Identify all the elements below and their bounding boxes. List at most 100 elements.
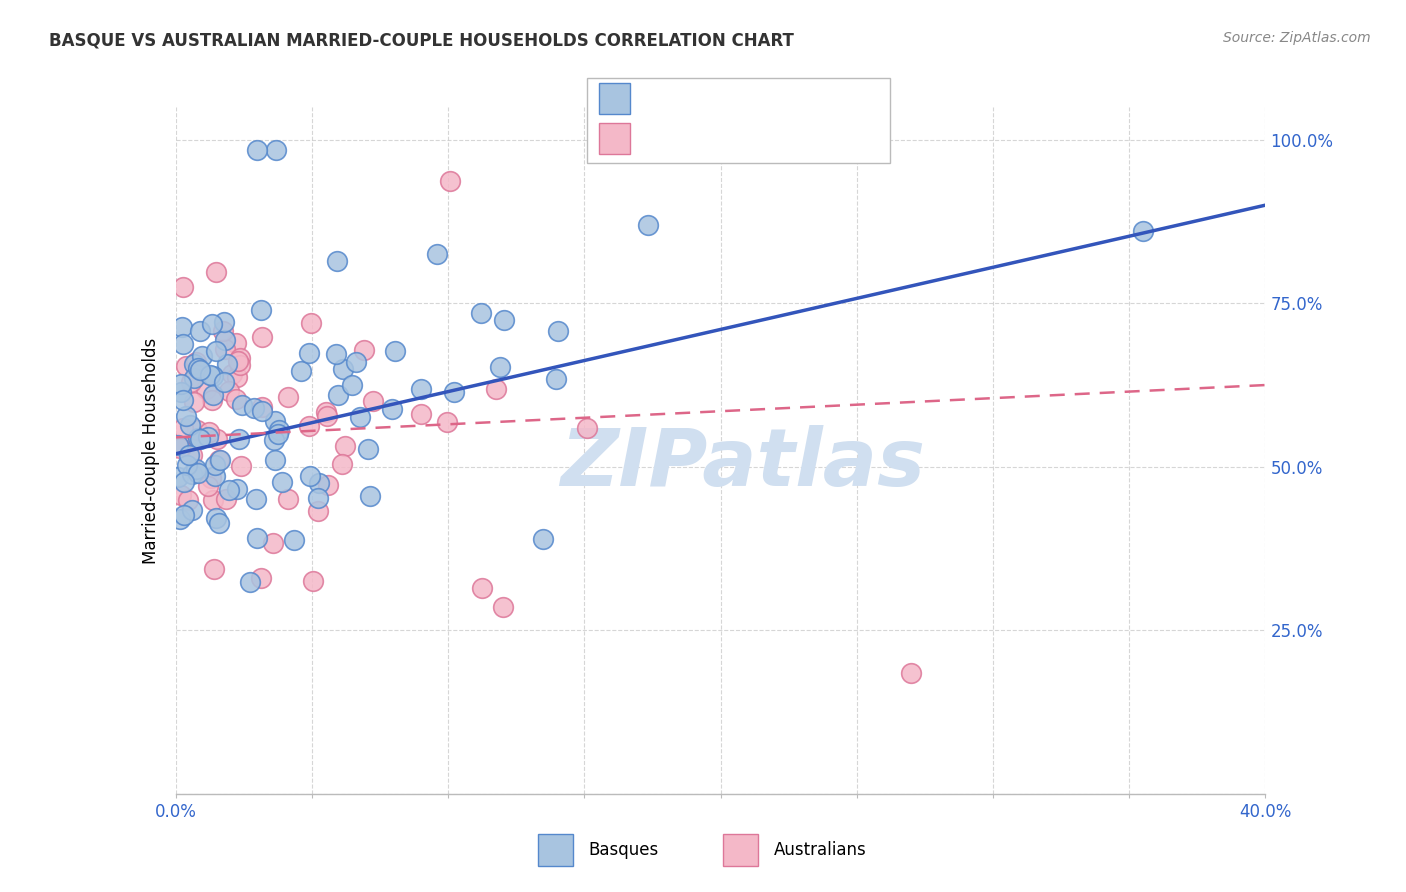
Point (172, 393, 194, 408)
Text: Source: ZipAtlas.com: Source: ZipAtlas.com (1223, 31, 1371, 45)
Point (361, 393, 384, 408)
Point (218, 483, 240, 498)
Point (470, 306, 492, 320)
Text: Australians: Australians (773, 840, 866, 859)
Point (228, 351, 250, 365)
Point (384, 343, 406, 358)
Point (183, 371, 205, 385)
Point (245, 491, 267, 506)
Point (439, 174, 461, 188)
Point (208, 453, 231, 467)
Point (277, 390, 299, 404)
Point (198, 425, 221, 440)
Point (201, 393, 224, 408)
Point (172, 336, 194, 351)
Point (204, 458, 226, 472)
Text: N = 87: N = 87 (772, 89, 830, 108)
Point (188, 324, 211, 338)
Text: R = 0.067: R = 0.067 (643, 129, 725, 148)
Point (197, 430, 219, 444)
Point (250, 302, 273, 317)
Point (359, 490, 381, 504)
Point (266, 427, 288, 442)
Point (183, 395, 205, 409)
Point (290, 364, 312, 378)
Point (353, 343, 375, 358)
Point (208, 452, 231, 467)
Point (315, 405, 337, 419)
Bar (599, 83, 630, 114)
Point (299, 316, 322, 330)
Point (436, 415, 458, 429)
Point (426, 246, 449, 260)
Point (170, 488, 193, 502)
Point (239, 574, 262, 589)
Point (231, 398, 253, 412)
Point (900, 665, 922, 680)
Point (205, 510, 228, 524)
Point (188, 363, 211, 377)
Point (283, 533, 305, 548)
Point (231, 458, 253, 473)
Point (205, 344, 228, 359)
Point (207, 516, 229, 530)
Point (167, 437, 190, 451)
Point (181, 467, 204, 482)
Bar (599, 123, 630, 154)
Point (250, 330, 273, 344)
Point (308, 475, 330, 490)
Point (180, 375, 202, 389)
Point (411, 383, 433, 397)
Point (202, 493, 225, 508)
Point (187, 361, 209, 376)
Point (183, 357, 205, 371)
Text: N = 59: N = 59 (772, 129, 830, 148)
Point (326, 254, 349, 268)
Point (307, 504, 329, 518)
Point (184, 355, 207, 369)
Point (246, 531, 269, 545)
Point (172, 319, 194, 334)
Point (226, 369, 249, 384)
Point (249, 571, 271, 585)
Point (205, 265, 228, 279)
Point (188, 432, 211, 446)
Point (443, 385, 465, 400)
Point (170, 384, 193, 399)
Point (212, 324, 235, 338)
Point (344, 355, 367, 369)
Point (264, 143, 287, 157)
Point (170, 377, 193, 392)
Point (214, 342, 236, 356)
Point (264, 453, 287, 467)
Point (215, 358, 238, 372)
Point (492, 313, 515, 327)
Point (200, 368, 222, 382)
Bar (537, 833, 574, 865)
Point (172, 279, 194, 293)
Point (316, 409, 339, 424)
Point (225, 336, 247, 351)
Text: ZIPatlas: ZIPatlas (560, 425, 925, 503)
Point (547, 324, 569, 338)
Point (546, 371, 568, 385)
Point (307, 491, 329, 505)
Point (246, 143, 269, 157)
Point (179, 417, 201, 432)
Point (298, 419, 321, 434)
Point (471, 581, 494, 595)
Point (333, 439, 356, 453)
Point (169, 512, 191, 526)
Point (1132, 224, 1154, 238)
Point (218, 384, 240, 398)
Point (637, 219, 659, 233)
Point (250, 400, 273, 414)
Point (200, 471, 222, 485)
FancyBboxPatch shape (586, 78, 890, 163)
Point (181, 448, 204, 462)
Point (381, 401, 404, 416)
Point (202, 562, 225, 576)
Point (229, 358, 252, 372)
Point (194, 382, 217, 396)
Point (174, 409, 197, 424)
